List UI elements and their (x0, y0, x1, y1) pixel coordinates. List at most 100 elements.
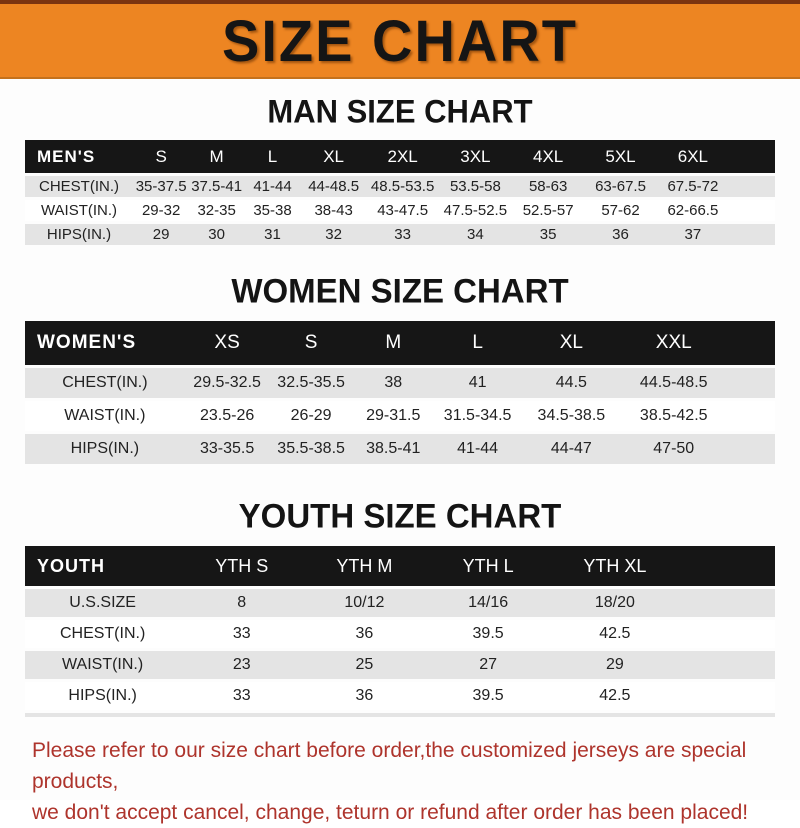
size-col-header: XS (214, 332, 240, 353)
size-value: 41-44 (253, 178, 292, 195)
size-value: 67.5-72 (667, 178, 719, 195)
size-value: 41-44 (457, 440, 499, 457)
youth-waist-row: WAIST(IN.) 23 25 27 29 (25, 651, 775, 679)
size-value: 31 (264, 226, 281, 243)
size-value: 18/20 (594, 594, 635, 611)
size-value: 38.5-42.5 (639, 407, 708, 424)
size-value: 38-43 (314, 202, 353, 219)
men-section-title: MAN SIZE CHART (267, 93, 533, 130)
disclaimer-line-1: Please refer to our size chart before or… (32, 739, 747, 793)
youth-ussize-row: U.S.SIZE 8 10/12 14/16 18/20 (25, 589, 775, 617)
men-chest-row: CHEST(IN.) 35-37.5 37.5-41 41-44 44-48.5… (25, 176, 775, 197)
size-col-header: 4XL (533, 146, 564, 166)
size-value: 35.5-38.5 (277, 440, 345, 457)
size-value: 8 (237, 594, 247, 611)
size-value: 58-63 (528, 178, 568, 195)
size-value: 26-29 (290, 407, 332, 424)
women-table-header-label: WOMEN'S (37, 332, 137, 353)
men-size-table: MEN'S S M L XL 2XL 3XL 4XL 5XL 6XL CHEST… (25, 140, 775, 245)
youth-section: YOUTH SIZE CHART YOUTH YTH S YTH M YTH L… (0, 496, 800, 717)
size-value: 36 (355, 625, 374, 642)
size-value: 32 (325, 226, 342, 243)
size-value: 53.5-58 (449, 178, 501, 195)
size-col-header: YTH M (336, 555, 393, 576)
size-value: 37 (684, 226, 702, 243)
youth-chest-row: CHEST(IN.) 33 36 39.5 42.5 (25, 620, 775, 648)
row-label: CHEST(IN.) (62, 374, 148, 391)
youth-size-table: YOUTH YTH S YTH M YTH L YTH XL U.S.SIZE … (25, 546, 775, 717)
size-value: 34.5-38.5 (537, 407, 606, 424)
size-value: 35-38 (253, 202, 292, 219)
size-value: 44.5 (555, 374, 587, 391)
size-col-header: M (209, 146, 224, 166)
row-label: CHEST(IN.) (59, 625, 146, 642)
size-col-header: S (155, 146, 167, 166)
main-title-banner: SIZE CHART (0, 0, 800, 79)
row-label: HIPS(IN.) (68, 687, 137, 704)
size-value: 48.5-53.5 (370, 178, 435, 195)
size-value: 29 (605, 656, 624, 673)
youth-table-header-label: YOUTH (37, 555, 105, 576)
size-value: 38.5-41 (366, 440, 421, 457)
men-table-header-label: MEN'S (37, 146, 96, 166)
size-col-header: L (267, 146, 278, 166)
row-label: U.S.SIZE (69, 594, 136, 611)
size-value: 35 (539, 226, 557, 243)
women-size-table: WOMEN'S XS S M L XL XXL CHEST(IN.) 29.5-… (25, 321, 775, 464)
size-value: 44-47 (550, 440, 592, 457)
size-value: 33 (232, 687, 251, 704)
men-table-header-row: MEN'S S M L XL 2XL 3XL 4XL 5XL 6XL (25, 140, 775, 173)
youth-section-title: YOUTH SIZE CHART (238, 496, 562, 535)
size-value: 38 (384, 374, 403, 391)
size-value: 41 (468, 374, 487, 391)
size-value: 23.5-26 (199, 407, 255, 424)
size-value: 33 (394, 226, 411, 243)
size-col-header: L (472, 332, 483, 353)
men-hips-row: HIPS(IN.) 29 30 31 32 33 34 35 36 37 (25, 224, 775, 245)
size-col-header: S (304, 332, 318, 353)
women-section-title: WOMEN SIZE CHART (231, 271, 569, 310)
size-value: 31.5-34.5 (443, 407, 512, 424)
size-value: 29-32 (141, 202, 181, 219)
men-waist-row: WAIST(IN.) 29-32 32-35 35-38 38-43 43-47… (25, 200, 775, 221)
size-value: 29 (152, 226, 170, 243)
size-value: 42.5 (599, 625, 631, 642)
size-col-header: XL (559, 332, 583, 353)
row-label: CHEST(IN.) (39, 178, 119, 195)
size-value: 63-67.5 (595, 178, 646, 195)
size-col-header: YTH XL (583, 555, 647, 576)
size-col-header: 2XL (387, 146, 418, 166)
size-value: 36 (355, 687, 374, 704)
size-value: 39.5 (472, 687, 504, 704)
women-table-header-row: WOMEN'S XS S M L XL XXL (25, 321, 775, 365)
size-col-header: 5XL (605, 146, 636, 166)
size-value: 32-35 (197, 202, 236, 219)
size-value: 32.5-35.5 (277, 374, 345, 391)
size-value: 47-50 (653, 440, 695, 457)
disclaimer: Please refer to our size chart before or… (32, 735, 770, 828)
youth-table-header-row: YOUTH YTH S YTH M YTH L YTH XL (25, 546, 775, 586)
size-value: 29.5-32.5 (193, 374, 261, 391)
size-value: 23 (232, 656, 251, 673)
size-col-header: 6XL (677, 146, 708, 166)
size-value: 39.5 (472, 625, 504, 642)
size-value: 35-37.5 (135, 178, 187, 195)
size-value: 37.5-41 (191, 178, 243, 195)
row-label: WAIST(IN.) (64, 407, 146, 424)
disclaimer-line-2: we don't accept cancel, change, teturn o… (32, 801, 749, 824)
women-section: WOMEN SIZE CHART WOMEN'S XS S M L XL XXL… (0, 271, 800, 464)
size-value: 25 (355, 656, 374, 673)
size-value: 62-66.5 (667, 202, 719, 219)
men-section: MAN SIZE CHART MEN'S S M L XL 2XL 3XL 4X… (0, 93, 800, 245)
size-value: 52.5-57 (522, 202, 574, 219)
size-col-header: XL (323, 146, 345, 166)
size-col-header: M (385, 332, 402, 353)
page-title: SIZE CHART (222, 7, 578, 74)
women-chest-row: CHEST(IN.) 29.5-32.5 32.5-35.5 38 41 44.… (25, 368, 775, 398)
size-value: 43-47.5 (377, 202, 429, 219)
women-waist-row: WAIST(IN.) 23.5-26 26-29 29-31.5 31.5-34… (25, 401, 775, 431)
size-value: 33-35.5 (199, 440, 255, 457)
size-col-header: XXL (655, 332, 692, 353)
table-bottom-strip (25, 713, 775, 717)
